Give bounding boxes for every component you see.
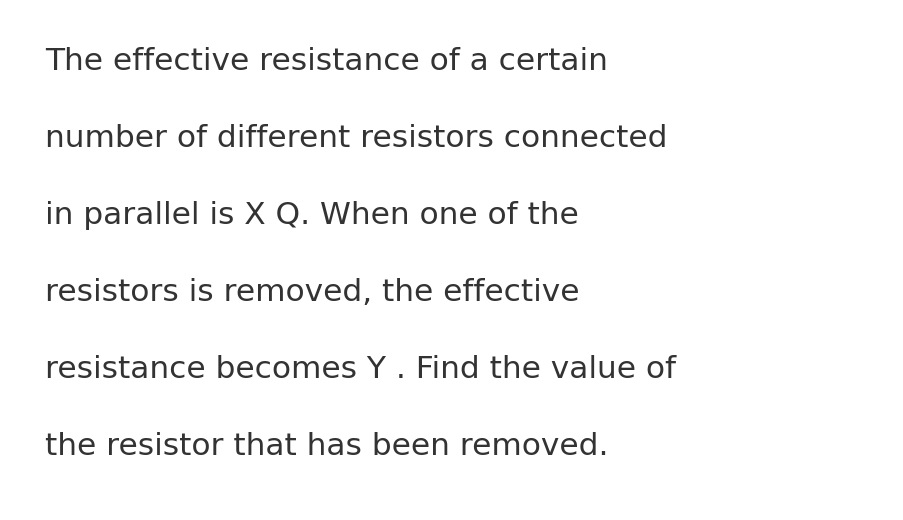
Text: number of different resistors connected: number of different resistors connected <box>45 124 667 153</box>
Text: The effective resistance of a certain: The effective resistance of a certain <box>45 47 608 76</box>
Text: in parallel is X Q. When one of the: in parallel is X Q. When one of the <box>45 201 578 230</box>
Text: resistors is removed, the effective: resistors is removed, the effective <box>45 278 579 307</box>
Text: the resistor that has been removed.: the resistor that has been removed. <box>45 432 608 461</box>
Text: resistance becomes Y . Find the value of: resistance becomes Y . Find the value of <box>45 355 675 384</box>
